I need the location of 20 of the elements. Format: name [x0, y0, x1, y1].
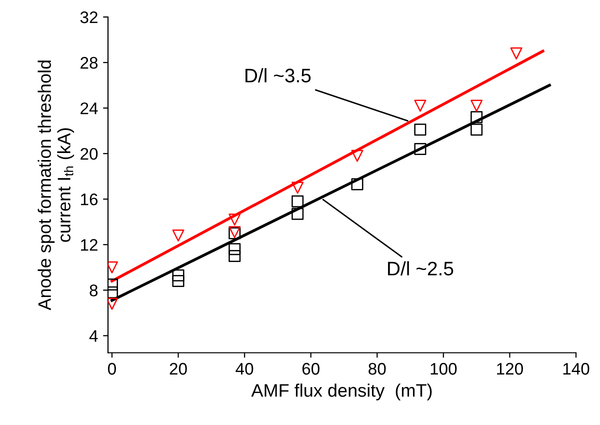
- y-tick-label: 28: [80, 56, 98, 69]
- y-tick-label: 8: [90, 284, 98, 296]
- x-tick-label: 60: [302, 362, 320, 375]
- x-tick-label: 140: [563, 362, 590, 375]
- x-axis-title: AMF flux density (mT): [251, 384, 432, 400]
- x-tick-label: 40: [236, 362, 254, 375]
- x-tick-label: 20: [170, 362, 187, 375]
- y-tick-label: 16: [81, 194, 98, 206]
- x-tick-label: 100: [430, 362, 457, 375]
- y-tick-label: 32: [80, 11, 98, 24]
- y-tick-label: 24: [80, 102, 98, 114]
- x-tick-label: 80: [368, 362, 386, 375]
- y-tick-label: 4: [89, 330, 98, 342]
- y-tick-label: 12: [81, 239, 98, 251]
- y-axis-title: Anode spot formation threshold current I$_{th}$ (kA): [38, 60, 74, 310]
- x-tick-label: 120: [497, 362, 523, 375]
- annotation: D/l ~2.5: [388, 261, 454, 276]
- y-tick-label: 20: [80, 148, 98, 160]
- annotation: D/l ~3.5: [246, 68, 311, 82]
- x-tick-label: 0: [108, 362, 116, 375]
